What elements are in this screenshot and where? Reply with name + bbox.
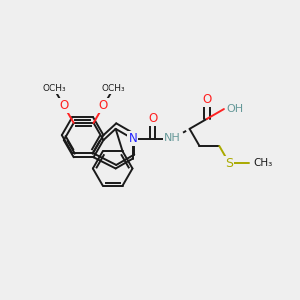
Text: S: S xyxy=(225,157,233,170)
Text: OCH₃: OCH₃ xyxy=(42,84,66,93)
Text: O: O xyxy=(202,93,212,106)
Text: OH: OH xyxy=(226,104,243,114)
Text: N: N xyxy=(128,132,137,145)
Text: NH: NH xyxy=(164,133,181,143)
Text: O: O xyxy=(59,99,68,112)
Text: O: O xyxy=(99,99,108,112)
Text: O: O xyxy=(148,112,157,125)
Text: OCH₃: OCH₃ xyxy=(101,84,125,93)
Text: CH₃: CH₃ xyxy=(253,158,272,168)
